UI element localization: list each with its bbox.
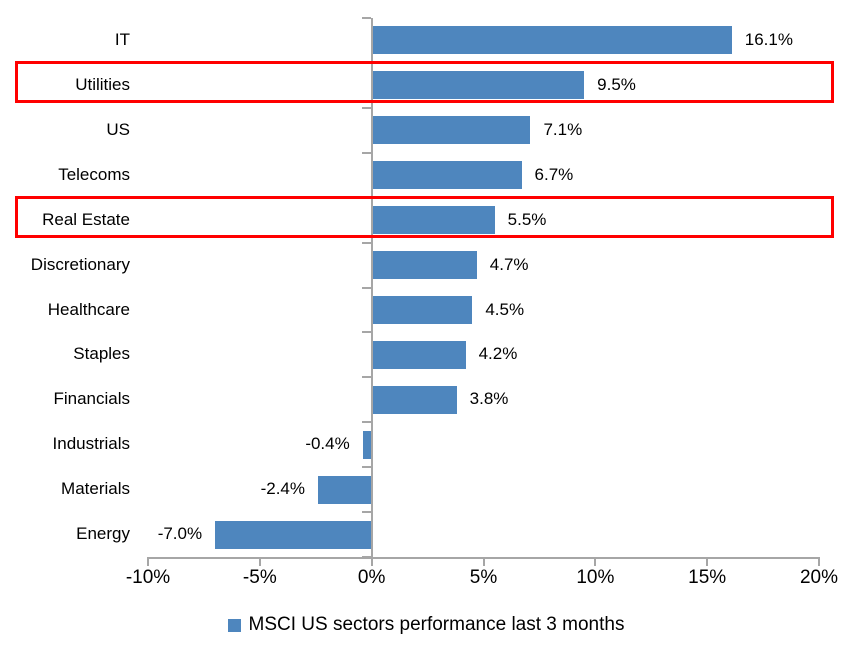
category-axis-tick: [362, 17, 371, 19]
value-label: 4.7%: [489, 254, 529, 274]
value-axis-tick-label: -10%: [125, 567, 171, 588]
category-label: Staples: [73, 344, 130, 364]
category-axis-tick: [362, 241, 371, 244]
category-label: Discretionary: [30, 254, 130, 274]
value-axis-tick: [818, 557, 820, 566]
value-axis-tick-label: 10%: [576, 567, 615, 588]
category-label: Energy: [76, 524, 130, 544]
bar: [371, 71, 585, 100]
category-label: US: [106, 119, 130, 139]
category-axis-tick: [362, 151, 371, 154]
value-label: 7.1%: [543, 119, 583, 139]
bar: [371, 295, 473, 324]
category-axis-tick: [362, 421, 371, 424]
value-label: 4.5%: [485, 299, 525, 319]
highlight-box: [15, 61, 834, 103]
value-label: 6.7%: [534, 164, 574, 184]
value-label: -0.4%: [305, 434, 350, 454]
category-axis-tick: [362, 106, 371, 109]
category-axis-tick: [362, 466, 371, 469]
value-axis-tick: [594, 557, 597, 566]
category-axis-tick: [362, 286, 371, 289]
chart-legend: MSCI US sectors performance last 3 month…: [0, 610, 852, 640]
value-axis-tick-label: 15%: [688, 567, 727, 588]
value-label: 9.5%: [597, 74, 636, 94]
category-label: Industrials: [52, 434, 130, 454]
value-axis-tick-label: 0%: [357, 567, 386, 588]
value-label: -2.4%: [260, 479, 305, 499]
bar: [371, 251, 477, 280]
value-axis-tick: [147, 557, 149, 566]
category-label: Financials: [53, 389, 130, 409]
value-axis-tick: [706, 557, 709, 566]
value-label: 3.8%: [469, 389, 509, 409]
category-axis-tick: [362, 331, 371, 334]
category-axis-tick: [362, 511, 371, 514]
category-axis-tick: [362, 376, 371, 379]
category-label: Telecoms: [58, 164, 130, 184]
value-axis-tick-label: 20%: [799, 567, 839, 588]
bar: [215, 520, 372, 549]
value-axis-tick: [370, 557, 373, 566]
bar: [371, 161, 522, 190]
legend-color-swatch: [227, 618, 241, 632]
bar: [371, 340, 466, 369]
category-axis-line: [370, 18, 373, 557]
category-label: Real Estate: [42, 209, 130, 229]
category-label: IT: [114, 30, 130, 49]
legend-label: MSCI US sectors performance last 3 month…: [248, 614, 625, 635]
category-label: Materials: [61, 479, 130, 499]
bar: [371, 385, 457, 414]
category-label: Utilities: [75, 74, 130, 94]
bar: [371, 26, 732, 55]
value-axis-tick-label: -5%: [242, 567, 277, 588]
value-label: 16.1%: [744, 30, 793, 49]
value-axis-tick-label: 5%: [469, 567, 498, 588]
category-label: Healthcare: [47, 299, 130, 319]
value-label: -7.0%: [157, 524, 203, 544]
highlight-box: [15, 196, 834, 238]
bar: [317, 475, 372, 504]
value-axis-tick: [258, 557, 261, 566]
bar: [371, 116, 531, 145]
bar: [371, 206, 495, 235]
value-label: 5.5%: [507, 209, 547, 229]
value-label: 4.2%: [478, 344, 518, 364]
value-axis-tick: [482, 557, 485, 566]
bar: [362, 430, 372, 459]
